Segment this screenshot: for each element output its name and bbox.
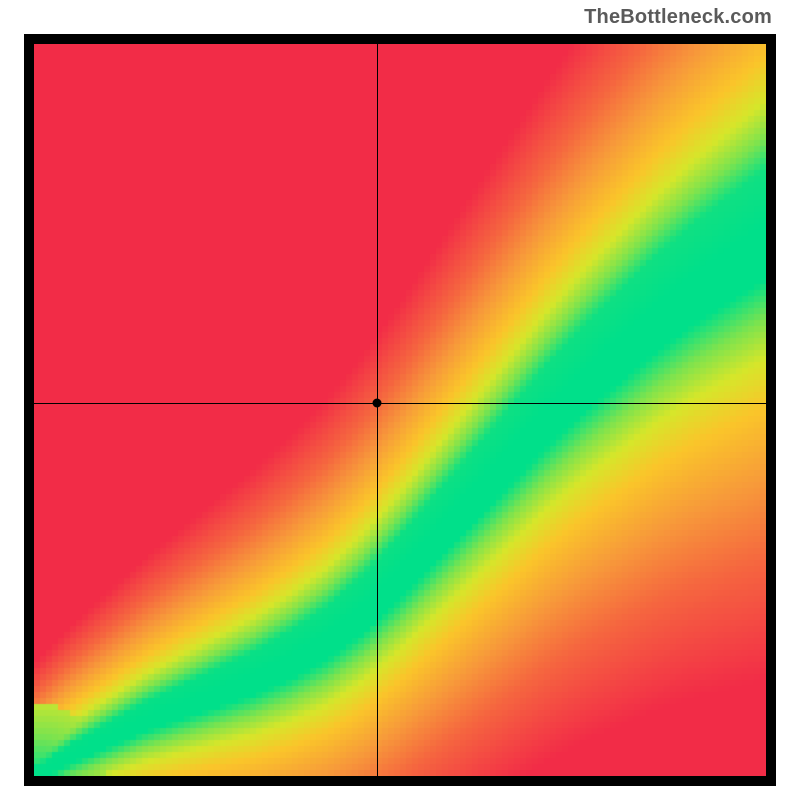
chart-container: TheBottleneck.com xyxy=(0,0,800,800)
heatmap-plot xyxy=(34,44,766,776)
crosshair-horizontal xyxy=(34,403,766,404)
heatmap-canvas xyxy=(34,44,766,776)
crosshair-marker xyxy=(373,399,382,408)
plot-frame xyxy=(24,34,776,786)
watermark-text: TheBottleneck.com xyxy=(584,6,772,29)
crosshair-vertical xyxy=(377,44,378,776)
